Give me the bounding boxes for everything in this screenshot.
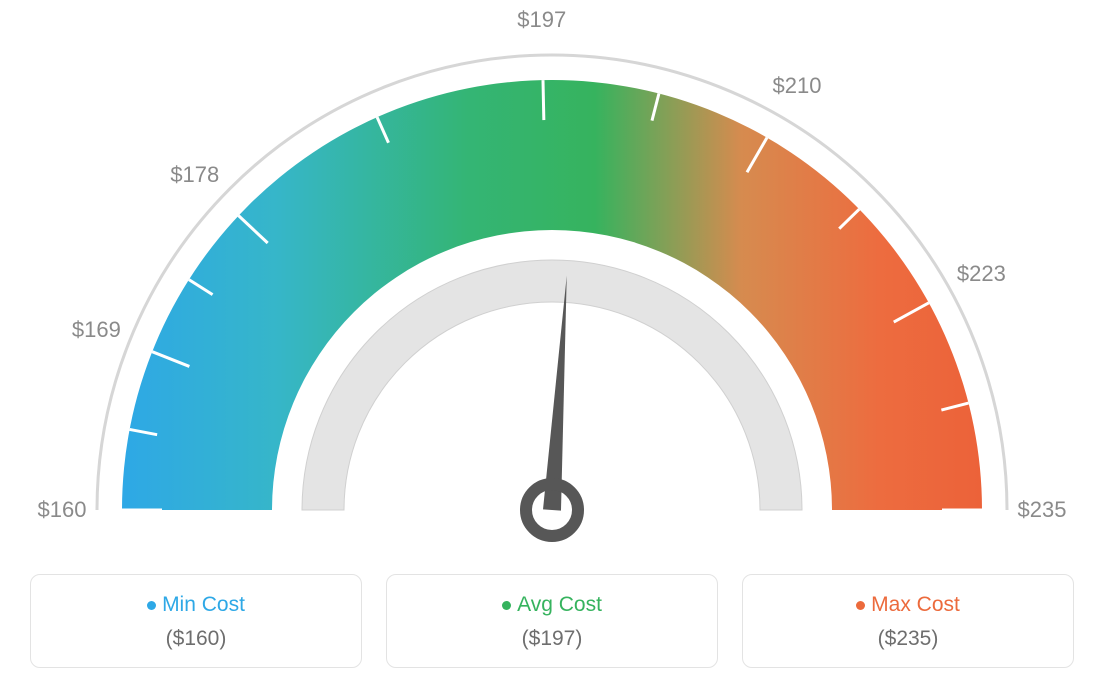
gauge-tick-label: $235 bbox=[1018, 497, 1067, 523]
legend-dot-max bbox=[856, 601, 865, 610]
legend-dot-min bbox=[147, 601, 156, 610]
gauge-tick-label: $160 bbox=[38, 497, 87, 523]
legend-row: Min Cost ($160) Avg Cost ($197) Max Cost… bbox=[30, 574, 1074, 668]
gauge-tick-label: $178 bbox=[170, 162, 219, 188]
legend-title-avg: Avg Cost bbox=[397, 593, 707, 617]
legend-card-avg: Avg Cost ($197) bbox=[386, 574, 718, 668]
legend-value-avg: ($197) bbox=[397, 627, 707, 651]
legend-label-avg: Avg Cost bbox=[517, 593, 602, 616]
legend-label-max: Max Cost bbox=[871, 593, 960, 616]
gauge-tick-label: $223 bbox=[957, 261, 1006, 287]
gauge-area: $160 $169 $178 $197 $210 $223 $235 bbox=[0, 0, 1104, 560]
legend-dot-avg bbox=[502, 601, 511, 610]
cost-gauge-chart: $160 $169 $178 $197 $210 $223 $235 Min Cost ($… bbox=[0, 0, 1104, 690]
gauge-tick-label: $210 bbox=[773, 73, 822, 99]
legend-card-min: Min Cost ($160) bbox=[30, 574, 362, 668]
legend-value-max: ($235) bbox=[753, 627, 1063, 651]
legend-label-min: Min Cost bbox=[162, 593, 245, 616]
legend-card-max: Max Cost ($235) bbox=[742, 574, 1074, 668]
gauge-tick-label: $197 bbox=[517, 7, 566, 33]
legend-value-min: ($160) bbox=[41, 627, 351, 651]
gauge-svg bbox=[0, 0, 1104, 560]
legend-title-min: Min Cost bbox=[41, 593, 351, 617]
gauge-tick-label: $169 bbox=[72, 317, 121, 343]
legend-title-max: Max Cost bbox=[753, 593, 1063, 617]
